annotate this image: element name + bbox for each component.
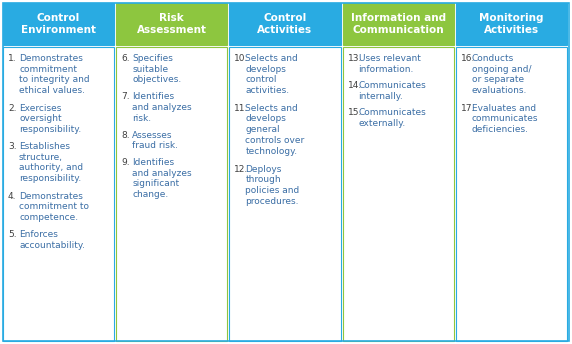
Text: 12.: 12.	[235, 164, 249, 174]
Text: 2.: 2.	[8, 104, 17, 112]
Text: Communicates
externally.: Communicates externally.	[359, 108, 426, 128]
Text: 9.: 9.	[121, 158, 130, 167]
Text: Conducts
ongoing and/
or separate
evaluations.: Conducts ongoing and/ or separate evalua…	[472, 54, 531, 95]
Bar	[3, 47, 114, 341]
Text: Identifies
and analyzes
significant
change.: Identifies and analyzes significant chan…	[132, 158, 192, 199]
Bar	[343, 47, 454, 341]
Text: 13.: 13.	[348, 54, 362, 63]
Text: Identifies
and analyzes
risk.: Identifies and analyzes risk.	[132, 92, 192, 123]
Text: Control
Activities: Control Activities	[257, 13, 312, 35]
Text: Selects and
develops
general
controls over
technology.: Selects and develops general controls ov…	[245, 104, 305, 155]
Text: Exercises
oversight
responsibility.: Exercises oversight responsibility.	[19, 104, 81, 134]
Text: Selects and
develops
control
activities.: Selects and develops control activities.	[245, 54, 298, 95]
Text: Establishes
structure,
authority, and
responsibility.: Establishes structure, authority, and re…	[19, 142, 83, 183]
Text: 5.: 5.	[8, 230, 17, 239]
Bar	[116, 47, 228, 341]
Bar	[3, 3, 114, 45]
Text: Control
Environment: Control Environment	[21, 13, 96, 35]
Text: Evaluates and
communicates
deficiencies.: Evaluates and communicates deficiencies.	[472, 104, 538, 134]
Text: 16.: 16.	[461, 54, 475, 63]
Text: Information and
Communication: Information and Communication	[351, 13, 446, 35]
Bar	[229, 47, 340, 341]
Text: Communicates
internally.: Communicates internally.	[359, 81, 426, 101]
Text: 1.: 1.	[8, 54, 17, 63]
Text: Assesses
fraud risk.: Assesses fraud risk.	[132, 131, 178, 150]
Text: Deploys
through
policies and
procedures.: Deploys through policies and procedures.	[245, 164, 300, 206]
Text: Risk
Assessment: Risk Assessment	[137, 13, 207, 35]
Text: 15.: 15.	[348, 108, 362, 117]
Text: 11.: 11.	[235, 104, 249, 112]
Text: 8.: 8.	[121, 131, 130, 140]
Text: Demonstrates
commitment
to integrity and
ethical values.: Demonstrates commitment to integrity and…	[19, 54, 90, 95]
Bar	[456, 3, 567, 45]
Text: 10.: 10.	[235, 54, 249, 63]
Bar	[343, 3, 454, 45]
Text: Specifies
suitable
objectives.: Specifies suitable objectives.	[132, 54, 181, 85]
Text: Monitoring
Activities: Monitoring Activities	[479, 13, 543, 35]
Text: 4.: 4.	[8, 192, 17, 201]
Bar	[116, 3, 228, 45]
Text: 7.: 7.	[121, 92, 130, 101]
Bar	[456, 47, 567, 341]
Text: Uses relevant
information.: Uses relevant information.	[359, 54, 420, 74]
Text: 3.: 3.	[8, 142, 17, 151]
Text: 6.: 6.	[121, 54, 130, 63]
Text: Enforces
accountability.: Enforces accountability.	[19, 230, 85, 250]
Text: 17.: 17.	[461, 104, 475, 112]
Text: Demonstrates
commitment to
competence.: Demonstrates commitment to competence.	[19, 192, 89, 222]
Bar	[229, 3, 340, 45]
Text: 14.: 14.	[348, 81, 362, 90]
